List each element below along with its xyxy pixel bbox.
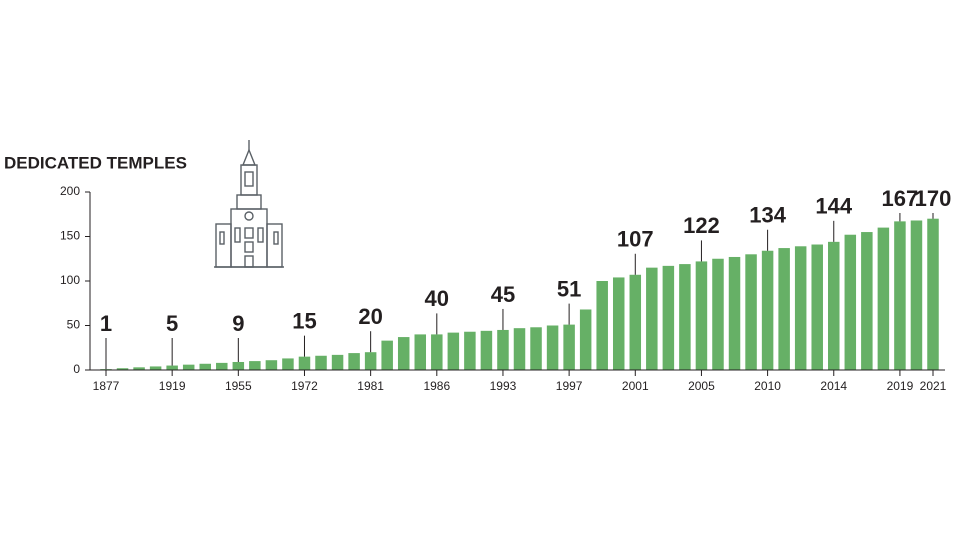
- value-label: 170: [915, 186, 952, 211]
- x-tick-label: 1993: [490, 379, 517, 393]
- bar: [298, 356, 311, 370]
- bar: [546, 325, 559, 370]
- bar: [133, 367, 145, 370]
- value-label: 45: [491, 282, 515, 307]
- bar: [612, 277, 625, 370]
- value-label: 107: [617, 227, 654, 252]
- bar: [116, 368, 129, 370]
- x-tick-label: 2014: [820, 379, 847, 393]
- value-label: 134: [749, 203, 786, 228]
- bar: [679, 264, 691, 370]
- y-tick-label: 50: [67, 318, 81, 332]
- bar: [464, 331, 476, 370]
- bar: [315, 355, 327, 370]
- value-label: 15: [292, 308, 316, 333]
- bar: [249, 361, 261, 370]
- bar: [447, 332, 460, 370]
- value-label: 122: [683, 213, 720, 238]
- bar: [381, 340, 393, 370]
- x-tick-label: 2001: [622, 379, 649, 393]
- bar: [199, 363, 211, 370]
- bar: [662, 265, 675, 370]
- bar: [761, 250, 774, 370]
- bar: [579, 309, 592, 370]
- value-label: 167: [882, 186, 919, 211]
- bar: [166, 365, 178, 370]
- temple-icon: [214, 140, 284, 268]
- y-tick-label: 150: [60, 229, 80, 243]
- bar: [794, 246, 807, 370]
- x-tick-label: 2005: [688, 379, 715, 393]
- bar: [861, 232, 873, 370]
- x-tick-label: 2021: [920, 379, 947, 393]
- value-label: 5: [166, 311, 178, 336]
- bar: [695, 261, 708, 370]
- bar: [877, 227, 890, 370]
- y-tick-label: 0: [73, 362, 80, 376]
- bar: [265, 360, 278, 370]
- bar: [232, 361, 245, 370]
- bar: [513, 328, 526, 370]
- x-tick-label: 1981: [357, 379, 384, 393]
- x-tick-label: 1919: [159, 379, 186, 393]
- bar: [364, 352, 377, 370]
- value-label: 1: [100, 311, 112, 336]
- bar: [811, 244, 823, 370]
- x-tick-label: 1986: [423, 379, 450, 393]
- bar: [431, 334, 443, 370]
- x-tick-label: 1955: [225, 379, 252, 393]
- bar: [778, 248, 790, 370]
- value-label: 40: [425, 286, 449, 311]
- x-tick-label: 1997: [556, 379, 583, 393]
- bar: [910, 220, 923, 370]
- bar: [927, 218, 939, 370]
- bar: [216, 362, 228, 370]
- bar: [182, 364, 195, 370]
- bar: [530, 327, 542, 370]
- bar: [745, 254, 757, 370]
- chart-title: DEDICATED TEMPLES: [4, 153, 187, 172]
- x-tick-label: 1877: [93, 379, 120, 393]
- value-label: 20: [358, 304, 382, 329]
- bar: [282, 358, 294, 370]
- value-label: 9: [232, 311, 244, 336]
- bar: [828, 241, 840, 370]
- bar: [149, 366, 162, 370]
- bar: [894, 221, 906, 370]
- bar: [348, 353, 360, 370]
- bar: [596, 281, 608, 370]
- bar: [397, 337, 410, 370]
- bar: [728, 256, 741, 370]
- x-tick-label: 1972: [291, 379, 318, 393]
- bar: [480, 330, 493, 370]
- y-tick-label: 100: [60, 273, 80, 287]
- value-label: 51: [557, 276, 581, 301]
- y-tick-label: 200: [60, 184, 80, 198]
- bar: [414, 334, 427, 370]
- bar: [646, 267, 658, 370]
- bar: [331, 354, 344, 370]
- x-tick-label: 2019: [887, 379, 914, 393]
- value-label: 144: [815, 194, 852, 219]
- bar: [629, 274, 642, 370]
- bar: [712, 258, 724, 370]
- bar: [497, 329, 509, 370]
- bar: [563, 324, 575, 370]
- bar: [844, 234, 857, 370]
- x-tick-label: 2010: [754, 379, 781, 393]
